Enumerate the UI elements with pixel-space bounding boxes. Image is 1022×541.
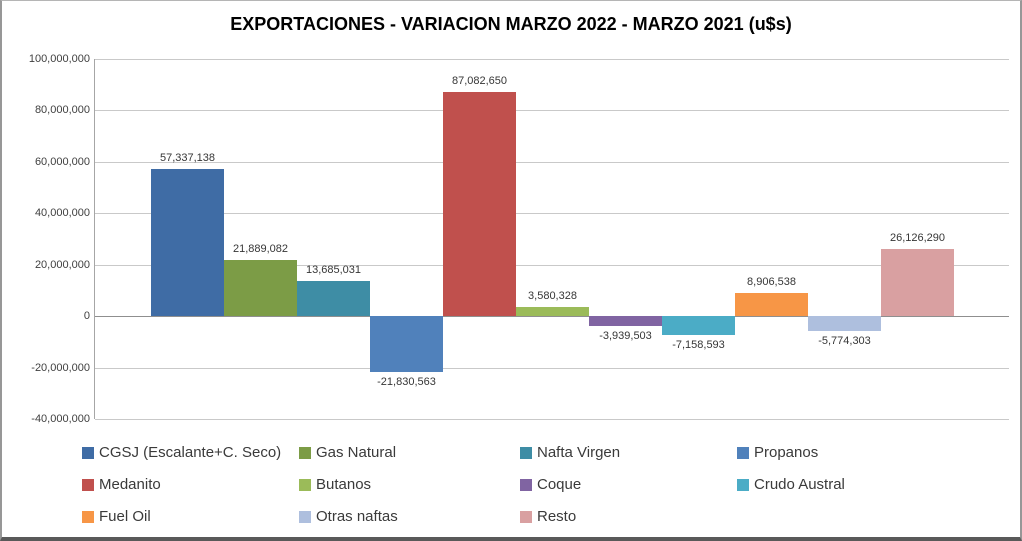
bar-value-label: 3,580,328: [528, 289, 577, 302]
gridline: [95, 419, 1009, 420]
gridline: [95, 110, 1009, 112]
gridline: [95, 367, 1009, 369]
chart-title: EXPORTACIONES - VARIACION MARZO 2022 - M…: [230, 14, 792, 34]
y-tick-label: 20,000,000: [34, 258, 90, 271]
legend-item-otras-naftas: Otras naftas: [299, 508, 398, 526]
legend-swatch-icon: [299, 511, 311, 523]
gridline: [95, 59, 1009, 60]
y-tick-label: 60,000,000: [34, 155, 90, 168]
legend-label: Nafta Virgen: [537, 444, 621, 461]
bar-value-label: -7,158,593: [672, 338, 725, 351]
bar-crudo-austral: [662, 316, 735, 335]
legend-item-propanos: Propanos: [737, 444, 818, 462]
legend-item-butanos: Butanos: [299, 476, 371, 494]
y-tick-label: 100,000,000: [28, 53, 90, 65]
legend-swatch-icon: [520, 479, 532, 491]
legend-item-gas-natural: Gas Natural: [299, 444, 396, 462]
y-tick-label: 0: [83, 310, 90, 323]
bar-value-label: 87,082,650: [451, 75, 508, 88]
legend-label: Crudo Austral: [754, 476, 845, 493]
y-tick-label: -40,000,000: [31, 413, 90, 425]
legend-item-coque: Coque: [520, 476, 581, 494]
bar-propanos: [370, 316, 443, 373]
bar-value-label: 57,337,138: [159, 151, 216, 164]
legend-item-crudo-austral: Crudo Austral: [737, 476, 845, 494]
legend-label: Fuel Oil: [99, 508, 151, 525]
y-tick-label: 80,000,000: [34, 104, 90, 117]
bar-gas-natural: [224, 259, 297, 317]
gridline: [95, 264, 1009, 266]
legend: CGSJ (Escalante+C. Seco) Gas Natural Nafta…: [82, 444, 982, 534]
legend-item-cgsj-escalante-c-seco: CGSJ (Escalante+C. Seco): [82, 444, 281, 462]
legend-item-fuel-oil: Fuel Oil: [82, 508, 151, 526]
legend-label: Otras naftas: [316, 508, 398, 525]
bar-fuel-oil: [735, 293, 808, 317]
legend-label: Propanos: [754, 444, 819, 461]
legend-label: Coque: [537, 476, 582, 493]
legend-swatch-icon: [520, 447, 532, 459]
bar-value-label: 13,685,031: [305, 263, 362, 276]
legend-label: Butanos: [316, 476, 372, 493]
bar-value-label: 21,889,082: [232, 242, 289, 255]
bar-value-label: 26,126,290: [889, 231, 946, 244]
legend-label: CGSJ (Escalante+C. Seco): [99, 444, 282, 461]
y-tick-label: -20,000,000: [31, 361, 90, 374]
bar-otras-naftas: [808, 316, 881, 331]
bar-cgsj-escalante-c-seco: [151, 168, 224, 317]
legend-swatch-icon: [82, 511, 94, 523]
plot-area: 100,000,000 80,000,000 60,000,000 40,000,00…: [29, 53, 1009, 425]
legend-swatch-icon: [520, 511, 532, 523]
legend-item-resto: Resto: [520, 508, 576, 526]
legend-swatch-icon: [82, 447, 94, 459]
bar-value-label: -21,830,563: [377, 376, 436, 389]
bar-resto: [881, 248, 954, 317]
legend-label: Medanito: [99, 476, 161, 493]
bar-nafta-virgen: [297, 280, 370, 317]
bar-butanos: [516, 306, 589, 317]
legend-swatch-icon: [299, 447, 311, 459]
legend-label: Gas Natural: [316, 444, 397, 461]
legend-label: Resto: [537, 508, 577, 525]
gridline: [95, 213, 1009, 215]
legend-swatch-icon: [737, 479, 749, 491]
legend-swatch-icon: [82, 479, 94, 491]
legend-item-nafta-virgen: Nafta Virgen: [520, 444, 620, 462]
legend-item-medanito: Medanito: [82, 476, 161, 494]
bar-value-label: -3,939,503: [599, 330, 652, 343]
bar-coque: [589, 316, 662, 327]
bar-medanito: [443, 92, 516, 317]
bar-value-label: -5,774,303: [818, 334, 871, 347]
zero-axis-line: [95, 316, 1009, 318]
y-tick-label: 40,000,000: [34, 207, 90, 220]
bar-value-label: 8,906,538: [747, 276, 796, 289]
gridline: [95, 161, 1009, 163]
legend-swatch-icon: [737, 447, 749, 459]
legend-swatch-icon: [299, 479, 311, 491]
